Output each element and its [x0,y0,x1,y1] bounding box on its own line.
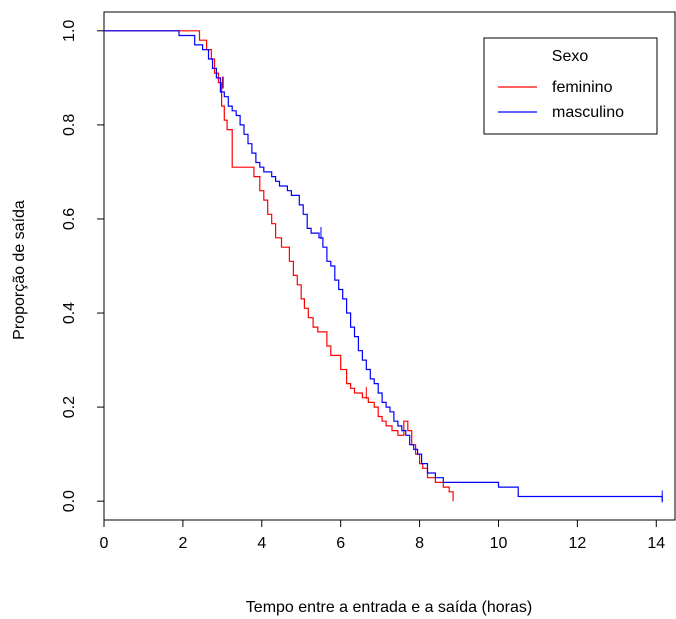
x-axis: 0 2 4 6 8 10 12 14 [100,519,665,552]
x-tick-label: 0 [100,535,109,552]
series-line-feminino [104,30,454,502]
series-line-masculino [104,30,663,502]
legend-box [483,37,658,135]
y-tick-label: 0.8 [61,114,78,136]
x-tick-label: 4 [257,535,266,552]
x-tick-label: 10 [490,535,508,552]
plot-frame [103,11,676,521]
x-tick-label: 14 [647,535,665,552]
y-tick-label: 0.0 [61,490,78,512]
x-axis-label: Tempo entre a entrada e a saída (horas) [246,599,532,616]
legend-title: Sexo [552,48,589,65]
y-tick-label: 1.0 [61,20,78,42]
x-tick-label: 8 [415,535,424,552]
series-layer [104,30,663,503]
x-tick-label: 12 [568,535,586,552]
y-axis: 0.0 0.2 0.4 0.6 0.8 1.0 [61,20,105,512]
legend: Sexo feminino masculino [483,37,658,135]
y-tick-label: 0.2 [61,396,78,418]
legend-label-masculino: masculino [552,104,624,121]
legend-label-feminino: feminino [552,79,613,96]
y-tick-label: 0.6 [61,208,78,230]
y-tick-label: 0.4 [61,302,78,324]
x-tick-label: 2 [178,535,187,552]
x-tick-label: 6 [336,535,345,552]
y-axis-label: Proporção de saída [11,200,28,340]
